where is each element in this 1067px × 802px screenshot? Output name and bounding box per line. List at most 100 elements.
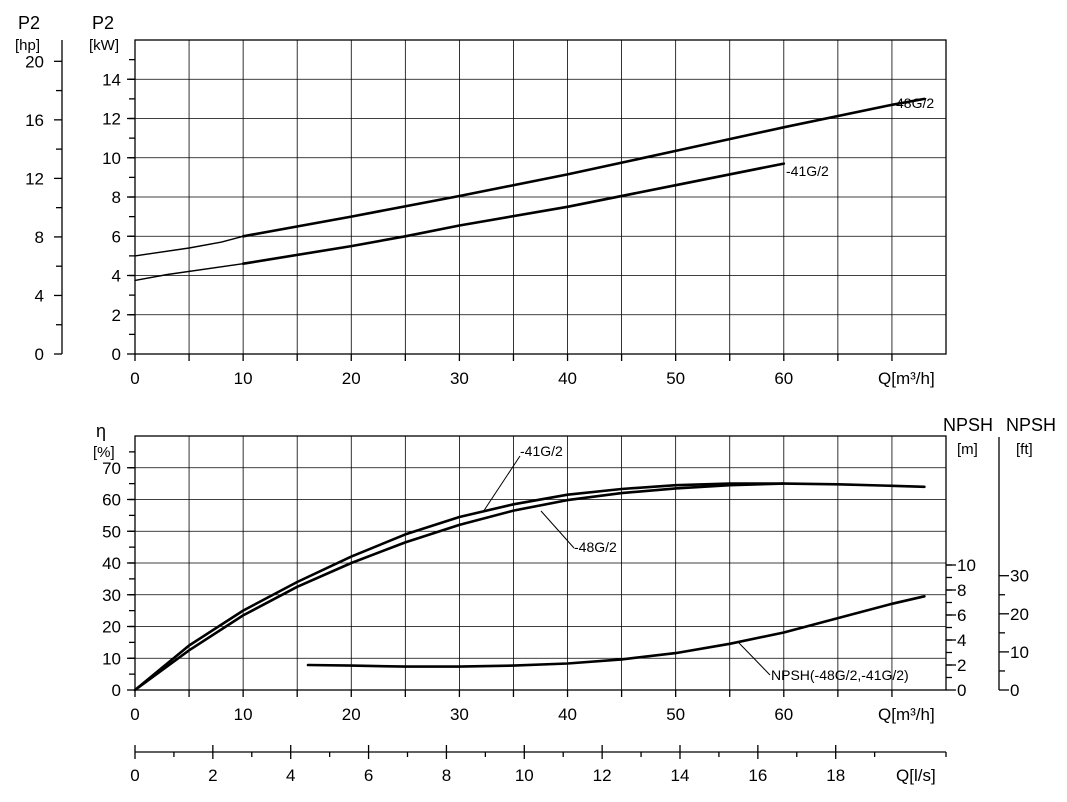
series-label-41g2-power: -41G/2	[786, 163, 829, 179]
leader-48g2-eff	[540, 510, 575, 549]
efficiency-curves	[133, 482, 926, 692]
q-ls-label: Q[l/s]	[896, 766, 936, 785]
power-kw-tick-label-6: 6	[112, 227, 121, 246]
efficiency-x-tick-label-40: 40	[558, 705, 577, 724]
efficiency-x-tick-label-60: 60	[774, 705, 793, 724]
npsh-m-tick-label-10: 10	[957, 556, 976, 575]
series-label-48g2-eff: -48G/2	[574, 539, 617, 555]
efficiency-x-tick-label-0: 0	[130, 705, 139, 724]
flow-ls-axis: 0 2 4 6 8 10 12 14 16 18 Q[l/s]	[130, 745, 947, 785]
efficiency-y-tick-label-30: 30	[102, 586, 121, 605]
flow-ls-tick-label-6: 6	[364, 766, 373, 785]
leader-npsh	[738, 642, 771, 676]
npsh-ft-unit: [ft]	[1016, 441, 1033, 458]
npsh-m-tick-label-6: 6	[957, 606, 966, 625]
flow-ls-tick-label-2: 2	[208, 766, 217, 785]
power-chart-panel: 0 10 20 30 40 50 60 0 2 4 6 8 10 12 14 0 4 8 12 16 20 P2 […	[15, 13, 947, 388]
efficiency-x-tick-label-30: 30	[450, 705, 469, 724]
efficiency-y-tick-label-60: 60	[102, 491, 121, 510]
power-x-tick-label-60: 60	[774, 369, 793, 388]
power-curve-41g-2-start	[134, 263, 244, 282]
eta-unit: [%]	[93, 444, 115, 461]
efficiency-y-tick-label-70: 70	[102, 459, 121, 478]
flow-ls-tick-label-16: 16	[748, 766, 767, 785]
efficiency-y-tick-label-0: 0	[112, 681, 121, 700]
npsh-m-unit: [m]	[957, 441, 978, 458]
flow-ls-tick-label-14: 14	[671, 766, 690, 785]
efficiency-y-ticks: 0 10 20 30 40 50 60 70	[102, 451, 135, 700]
power-kw-tick-label-4: 4	[112, 267, 121, 286]
series-label-41g2-eff: -41G/2	[520, 443, 563, 459]
power-curve-48g-2-start	[134, 235, 244, 257]
efficiency-y-tick-label-20: 20	[102, 618, 121, 637]
power-kw-tick-label-2: 2	[112, 306, 121, 325]
power-hp-tick-label-8: 8	[35, 228, 44, 247]
npsh-ft-tick-label-10: 10	[1010, 643, 1029, 662]
flow-ls-tick-label-18: 18	[826, 766, 845, 785]
flow-ls-ticks: 0 2 4 6 8 10 12 14 16 18	[130, 745, 947, 785]
npsh-m-header: NPSH	[943, 415, 993, 435]
power-hp-tick-label-16: 16	[25, 111, 44, 130]
leader-41g2-eff	[482, 455, 521, 513]
flow-ls-tick-label-0: 0	[130, 766, 139, 785]
flow-ls-tick-label-8: 8	[442, 766, 451, 785]
power-x-tick-label-10: 10	[234, 369, 253, 388]
power-kw-ticks: 0 2 4 6 8 10 12 14	[102, 58, 135, 364]
p2-hp-unit: [hp]	[15, 37, 40, 54]
power-hp-tick-label-20: 20	[25, 52, 44, 71]
efficiency-y-tick-label-40: 40	[102, 554, 121, 573]
npsh-ft-tick-label-30: 30	[1010, 567, 1029, 586]
power-x-tick-label-40: 40	[558, 369, 577, 388]
eta-header: η	[96, 421, 106, 441]
power-chart-grid	[135, 40, 946, 354]
npsh-ft-tick-label-0: 0	[1010, 681, 1019, 700]
power-x-tick-label-30: 30	[450, 369, 469, 388]
efficiency-x-tick-label-50: 50	[666, 705, 685, 724]
power-hp-tick-label-12: 12	[25, 169, 44, 188]
series-label-48g2-power: 48G/2	[896, 95, 934, 111]
npsh-ft-tick-label-20: 20	[1010, 605, 1029, 624]
efficiency-y-tick-label-50: 50	[102, 522, 121, 541]
npsh-m-axis: 0 2 4 6 8 10	[946, 556, 976, 700]
power-curve-48g-2	[241, 97, 926, 238]
power-x-tick-label-0: 0	[130, 369, 139, 388]
npsh-curve	[306, 595, 926, 668]
npsh-ft-header: NPSH	[1006, 415, 1056, 435]
npsh-m-tick-label-2: 2	[957, 656, 966, 675]
power-kw-tick-label-10: 10	[102, 149, 121, 168]
efficiency-y-tick-label-10: 10	[102, 649, 121, 668]
p2-hp-header: P2	[18, 13, 40, 33]
flow-ls-tick-label-10: 10	[515, 766, 534, 785]
q-m3h-label-top: Q[m³/h]	[878, 369, 935, 388]
p2-kw-header: P2	[92, 13, 114, 33]
power-hp-tick-label-0: 0	[35, 345, 44, 364]
series-label-npsh: NPSH(-48G/2,-41G/2)	[771, 667, 909, 683]
npsh-ft-axis: 0 10 20 30	[998, 437, 1029, 700]
flow-ls-tick-label-4: 4	[286, 766, 295, 785]
efficiency-curve-41g-2	[133, 482, 926, 692]
power-kw-tick-label-14: 14	[102, 70, 121, 89]
p2-kw-unit: [kW]	[89, 37, 119, 54]
power-x-ticks: 0 10 20 30 40 50 60	[130, 354, 893, 388]
npsh-m-tick-label-0: 0	[957, 681, 966, 700]
power-curves	[134, 97, 926, 282]
power-kw-tick-label-8: 8	[112, 188, 121, 207]
efficiency-x-ticks: 0 10 20 30 40 50 60	[130, 690, 893, 724]
npsh-m-tick-label-8: 8	[957, 581, 966, 600]
efficiency-curve-48g-2	[133, 482, 786, 692]
flow-ls-tick-label-12: 12	[593, 766, 612, 785]
efficiency-x-tick-label-10: 10	[234, 705, 253, 724]
efficiency-x-tick-label-20: 20	[342, 705, 361, 724]
power-kw-tick-label-0: 0	[112, 345, 121, 364]
power-hp-axis: 0 4 8 12 16 20	[25, 40, 63, 364]
power-x-tick-label-20: 20	[342, 369, 361, 388]
power-x-tick-label-50: 50	[666, 369, 685, 388]
efficiency-chart-panel: 0 10 20 30 40 50 60 0 10 20 30 40 50 60 70 0 2 4 6 8 10 0 1…	[93, 415, 1056, 724]
npsh-m-tick-label-4: 4	[957, 631, 966, 650]
power-kw-tick-label-12: 12	[102, 110, 121, 129]
q-m3h-label-bottom: Q[m³/h]	[878, 705, 935, 724]
power-hp-tick-label-4: 4	[35, 286, 44, 305]
power-curve-41g-2	[241, 162, 786, 265]
efficiency-chart-grid	[135, 436, 946, 690]
